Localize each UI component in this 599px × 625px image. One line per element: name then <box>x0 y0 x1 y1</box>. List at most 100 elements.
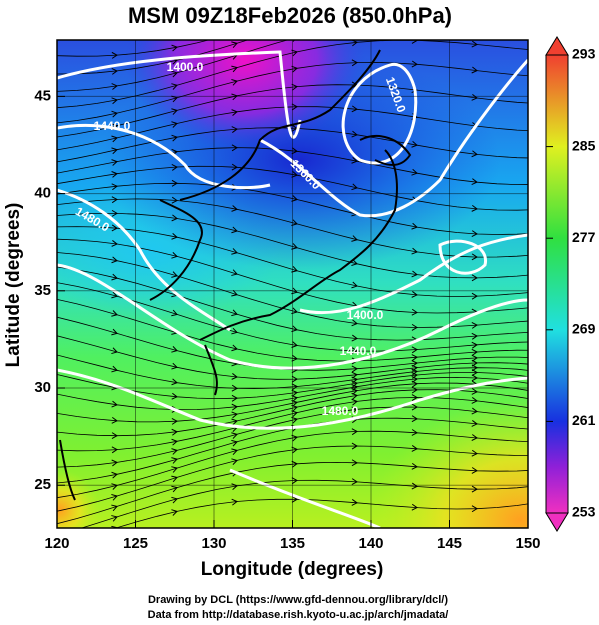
stream-arrow <box>411 375 418 383</box>
stream-arrow <box>411 222 418 230</box>
stream-arrow <box>291 477 298 485</box>
stream-arrow <box>231 65 238 73</box>
stream-arrow <box>351 59 358 67</box>
stream-arrow <box>351 442 358 450</box>
contour <box>259 58 528 218</box>
shade <box>57 470 100 528</box>
stream-arrow <box>532 317 537 323</box>
stream-arrow <box>231 126 238 133</box>
stream-arrow <box>532 128 537 134</box>
stream-arrow <box>291 65 298 73</box>
stream-arrow <box>532 381 538 388</box>
stream-arrow <box>411 380 418 388</box>
stream-arrow <box>411 360 418 367</box>
stream-arrow <box>532 368 538 374</box>
stream-arrow <box>231 483 238 491</box>
stream-arrow <box>411 270 418 278</box>
y-tick-label: 25 <box>34 476 51 493</box>
stream-arrow <box>171 428 178 436</box>
x-tick-label: 125 <box>123 535 148 552</box>
stream-arrow <box>351 406 358 414</box>
stream-arrow <box>291 446 298 454</box>
stream-arrow <box>532 207 537 213</box>
stream-arrow <box>471 364 478 372</box>
stream-arrow <box>171 70 178 78</box>
stream-arrow <box>532 426 538 432</box>
contours <box>57 50 528 528</box>
stream-arrow <box>111 515 118 522</box>
stream-arrow <box>532 155 537 161</box>
stream-arrow <box>351 388 358 395</box>
streamline <box>57 40 249 75</box>
stream-arrow <box>351 259 358 267</box>
stream-arrow <box>471 467 478 474</box>
contour <box>57 188 231 332</box>
contour-label: 1400.0 <box>167 60 204 74</box>
contour-label: 1480.0 <box>322 404 359 418</box>
stream-arrow <box>111 135 118 143</box>
x-tick-label: 130 <box>201 535 226 552</box>
stream-arrow <box>351 105 358 113</box>
stream-arrow <box>291 389 298 397</box>
stream-arrow <box>171 83 178 90</box>
stream-arrow <box>532 452 537 458</box>
stream-arrow <box>471 332 478 340</box>
axes: 120 125 130 135 140 145 150 25 30 35 40 45 253 261 269… <box>34 46 595 552</box>
stream-arrow <box>231 432 238 439</box>
stream-arrow <box>532 252 537 258</box>
stream-arrow <box>171 466 178 473</box>
stream-arrow <box>351 319 358 327</box>
y-tick-label: 30 <box>34 379 51 396</box>
stream-arrow <box>111 171 118 178</box>
contour <box>57 50 302 139</box>
stream-arrow <box>231 439 238 447</box>
stream-arrow <box>471 374 478 382</box>
stream-arrow <box>171 163 178 171</box>
stream-arrow <box>231 289 238 297</box>
stream-arrow <box>111 97 118 105</box>
stream-arrow <box>532 0 537 5</box>
coastline <box>149 199 203 301</box>
map-title: MSM 09Z18Feb2026 (850.0hPa) <box>128 3 452 28</box>
stream-arrow <box>291 219 298 226</box>
stream-arrow <box>532 22 538 28</box>
stream-arrow <box>532 439 537 445</box>
stream-arrow <box>231 448 238 456</box>
stream-arrow <box>532 388 538 395</box>
stream-arrow <box>471 449 478 457</box>
coastline <box>199 149 398 341</box>
stream-arrow <box>171 448 178 455</box>
stream-arrow <box>291 354 298 362</box>
stream-arrow <box>351 371 358 379</box>
stream-arrow <box>471 407 478 415</box>
stream-arrow <box>351 478 358 486</box>
stream-arrow <box>291 399 298 407</box>
stream-arrow <box>171 475 178 483</box>
stream-arrow <box>171 108 178 115</box>
stream-arrow <box>351 392 358 400</box>
colorbar-top-arrow <box>545 36 569 56</box>
coastline <box>179 49 381 201</box>
stream-arrow <box>411 462 418 470</box>
stream-arrow <box>471 359 478 367</box>
stream-arrow <box>171 457 178 464</box>
stream-arrow <box>532 73 537 79</box>
coastline <box>359 135 412 166</box>
colorbar-bottom-arrow <box>545 512 569 532</box>
contour-label: 1440.0 <box>340 344 377 358</box>
stream-arrow <box>111 328 118 336</box>
stream-arrow <box>291 287 298 295</box>
stream-arrow <box>291 375 298 383</box>
stream-arrow <box>471 348 478 356</box>
stream-arrow <box>171 44 178 52</box>
stream-arrow <box>532 374 538 381</box>
stream-arrow <box>171 485 178 493</box>
stream-arrow <box>411 168 418 176</box>
stream-arrow <box>171 417 178 425</box>
stream-arrow <box>291 410 298 418</box>
stream-arrow <box>111 183 118 191</box>
stream-arrow <box>111 400 118 408</box>
stream-arrow <box>291 83 298 91</box>
stream-arrow <box>291 404 298 412</box>
